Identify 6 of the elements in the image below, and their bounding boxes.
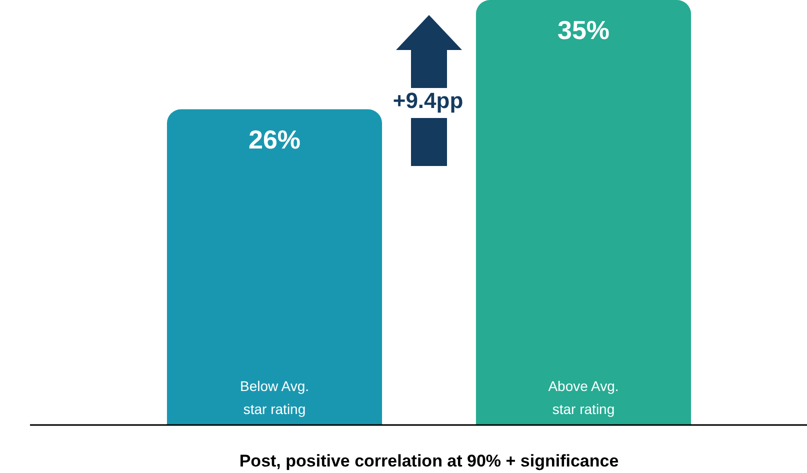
x-tick-label: Below Avg. star rating: [240, 378, 310, 417]
x-tick-label: Above Avg. star rating: [548, 378, 619, 417]
data-label: 35%: [557, 15, 610, 46]
x-axis-title: Post, positive correlation at 90% + significance: [239, 452, 619, 471]
annotation: +9.4pp: [392, 88, 464, 114]
data-label: 26%: [248, 124, 301, 154]
